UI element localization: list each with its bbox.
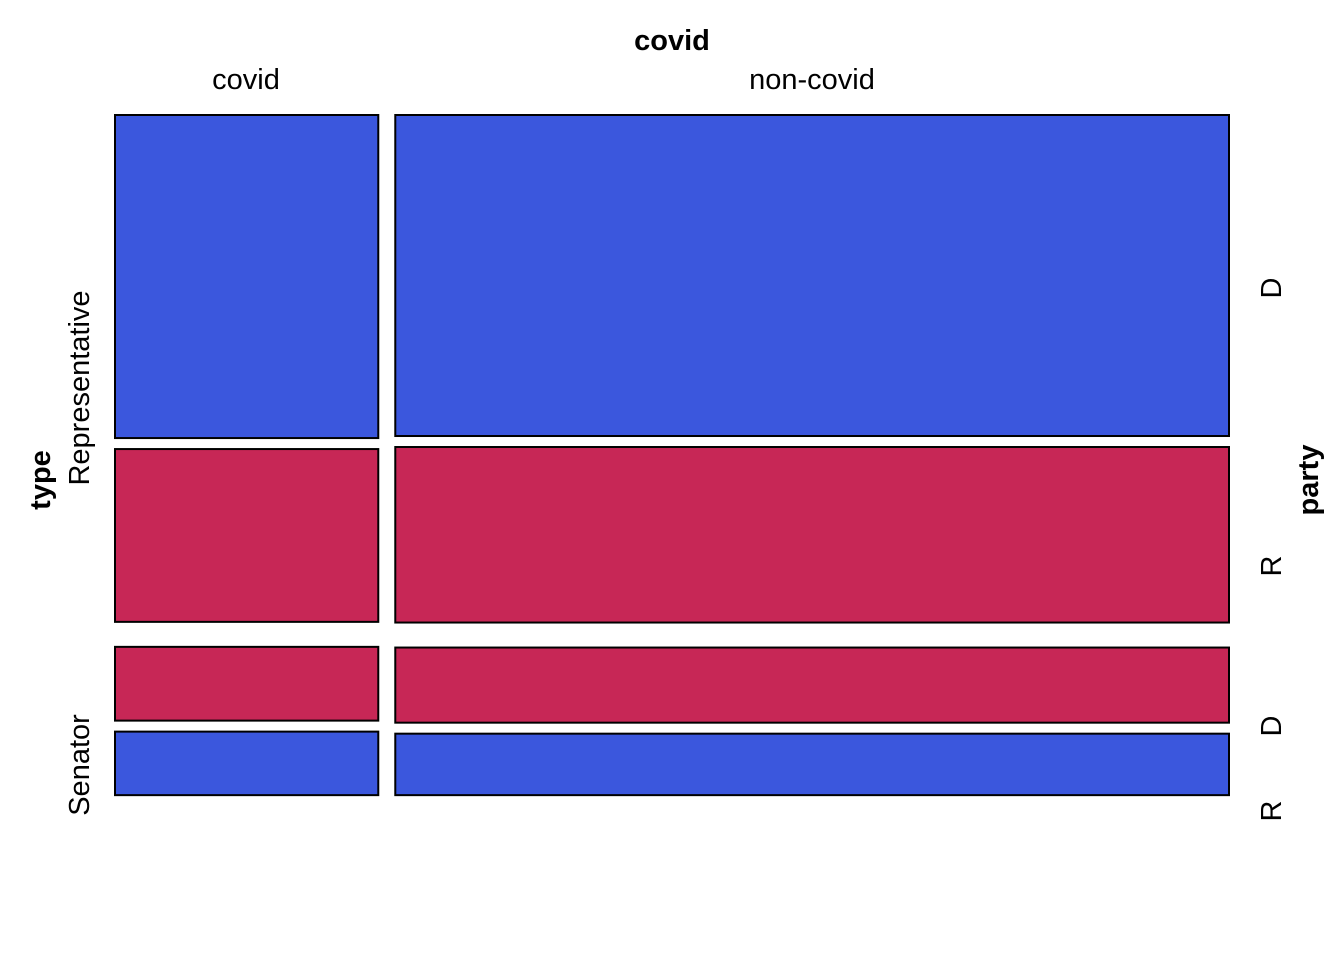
mosaic-tiles xyxy=(114,114,1230,797)
column-label-covid: covid xyxy=(212,64,280,96)
row-label-representative: Representative xyxy=(64,290,96,485)
left-variable-title: type xyxy=(25,450,57,510)
tile-covid-senator-d xyxy=(114,645,380,722)
tile-non-covid-representative-r xyxy=(394,446,1230,624)
top-variable-title: covid xyxy=(634,25,710,57)
party-label-senator-d: D xyxy=(1256,716,1288,737)
tile-non-covid-representative-d xyxy=(394,114,1230,438)
tile-non-covid-senator-r xyxy=(394,732,1230,797)
tile-covid-representative-r xyxy=(114,448,380,623)
party-label-representative-r: R xyxy=(1256,556,1288,577)
tile-non-covid-senator-d xyxy=(394,646,1230,724)
party-label-representative-d: D xyxy=(1256,278,1288,299)
party-label-senator-r: R xyxy=(1256,801,1288,822)
tile-covid-senator-r xyxy=(114,730,380,797)
right-variable-title: party xyxy=(1293,445,1325,516)
tile-covid-representative-d xyxy=(114,114,380,440)
column-label-non-covid: non-covid xyxy=(749,64,875,96)
row-label-senator: Senator xyxy=(64,714,96,816)
